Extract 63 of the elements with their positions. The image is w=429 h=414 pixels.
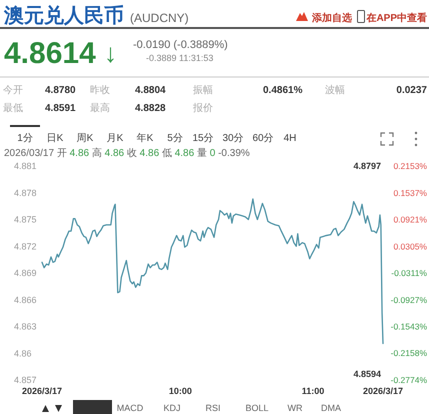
y2-tick-label: 0.2153% [393, 161, 428, 171]
text: -0.0190 (-0.3889%) [133, 39, 228, 51]
text: 今开 [3, 84, 23, 96]
x-tick-label: 11:00 [302, 386, 324, 396]
y2-tick-label: -0.2774% [390, 375, 428, 385]
y2-tick-label: 0.0305% [393, 241, 428, 252]
text: 报价 [192, 102, 213, 114]
text: 年K [136, 132, 154, 144]
text: BOLL [245, 403, 269, 413]
text: 昨收 [90, 84, 110, 96]
text: 1分 [17, 132, 33, 144]
text: 月K [106, 133, 124, 144]
text: 振幅 [193, 84, 213, 96]
text: WR [288, 403, 303, 413]
y-tick-label: 4.878 [14, 188, 37, 198]
chart-title: 澳元兑人民币 [3, 4, 124, 27]
line-series [41, 198, 384, 344]
y-tick-label: 4.875 [14, 214, 37, 224]
y-tick-label: 4.857 [14, 375, 37, 385]
y2-tick-label: -0.1543% [390, 322, 428, 332]
chart-subtitle: (AUDCNY) [130, 11, 189, 25]
y-tick-label: 4.86 [14, 348, 32, 358]
y-tick-label: 4.872 [14, 241, 37, 252]
y2-tick-label: -0.0311% [391, 268, 428, 278]
y2-tick-label: -0.0927% [390, 294, 428, 305]
text: 4.8804 [135, 85, 166, 96]
text: 0.0237 [396, 85, 428, 96]
text: 波幅 [325, 84, 345, 96]
y2-tick-label: 0.0921% [393, 214, 428, 225]
text: 添加自选 [311, 12, 352, 24]
text: -0.3889 11:31:53 [146, 53, 214, 63]
text: 最低 [3, 103, 23, 114]
text: 5分 [167, 132, 183, 144]
y2-tick-label: 0.1537% [393, 188, 428, 198]
text: ↓ [104, 38, 117, 68]
text: 30分 [222, 132, 244, 144]
text: 4.8591 [45, 103, 76, 114]
text: 在APP中查看 [365, 12, 427, 24]
text: RSI [205, 403, 221, 413]
annotation: 4.8797 [353, 161, 381, 171]
x-tick-label: 2026/3/17 [22, 386, 62, 396]
y-tick-label: 4.881 [14, 161, 37, 171]
text: 4.8614 [4, 37, 96, 70]
text: MACD [116, 403, 144, 413]
y-tick-label: 4.866 [14, 294, 37, 305]
text: 4H [284, 133, 296, 144]
text: DMA [321, 403, 341, 413]
y-tick-label: 4.863 [14, 322, 37, 332]
y2-tick-label: -0.2158% [390, 348, 428, 358]
text: 0.4861% [263, 85, 303, 96]
x-tick-label: 2026/3/17 [362, 386, 404, 396]
annotation: 4.8594 [353, 369, 381, 379]
text: KDJ [163, 403, 181, 413]
text: 4.8828 [135, 103, 166, 114]
text: 最高 [90, 102, 110, 114]
text: 周K [76, 133, 94, 144]
text: 4.8780 [45, 85, 76, 96]
y-tick-label: 4.869 [14, 268, 37, 278]
x-tick-label: 10:00 [168, 386, 192, 396]
text: 15分 [192, 132, 214, 144]
text: 2026/03/17 开 4.86 高 4.86 收 4.86 低 4.86 量 0 -0.39% [4, 148, 250, 159]
text: 60分 [252, 132, 274, 144]
text: 日K [46, 133, 64, 144]
